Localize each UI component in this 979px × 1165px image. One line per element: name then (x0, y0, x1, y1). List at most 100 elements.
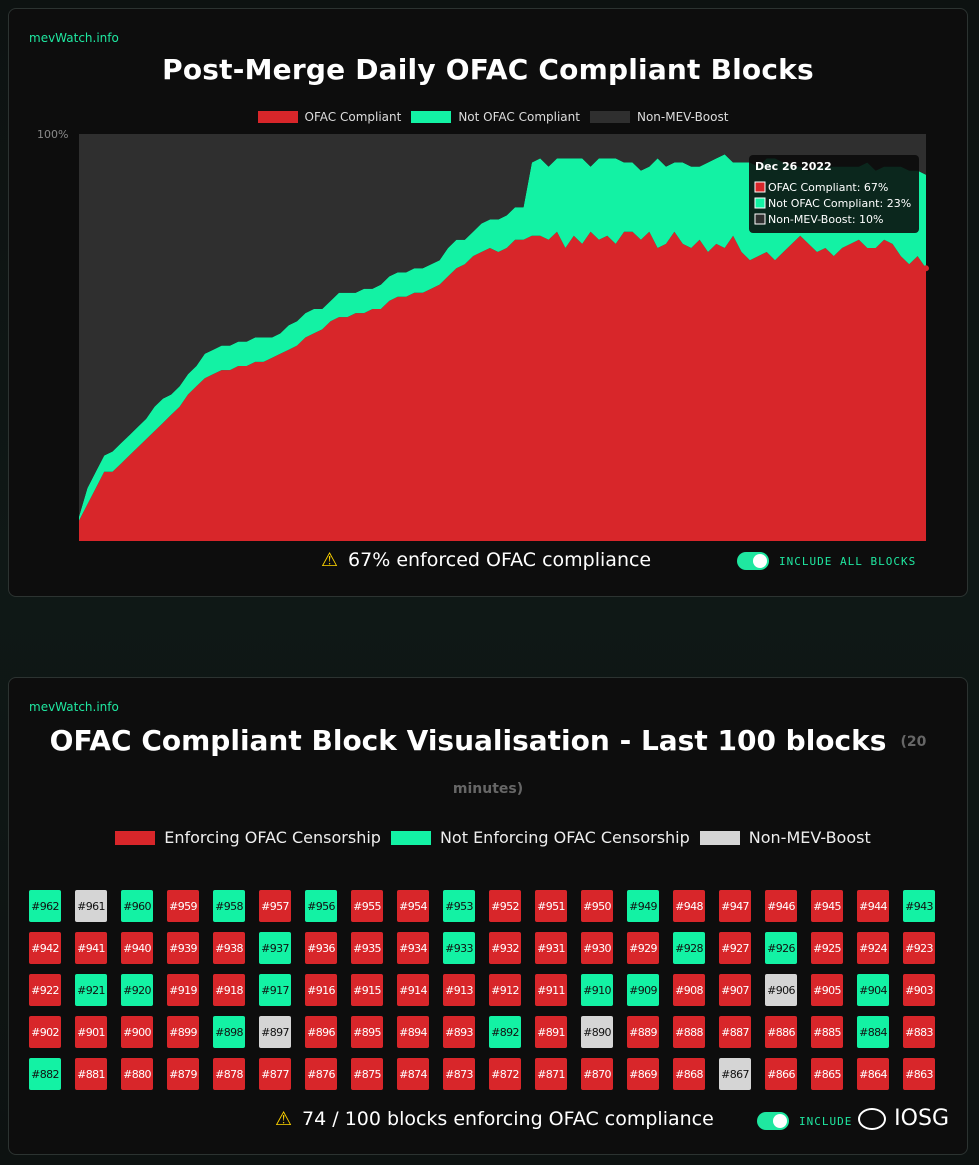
block-tile[interactable]: #921 (75, 974, 107, 1006)
block-tile[interactable]: #879 (167, 1058, 199, 1090)
legend-swatch-non-mev-boost[interactable] (589, 111, 630, 123)
block-tile[interactable]: #886 (765, 1016, 797, 1048)
block-tile[interactable]: #920 (121, 974, 153, 1006)
block-tile[interactable]: #874 (397, 1058, 429, 1090)
block-tile[interactable]: #877 (259, 1058, 291, 1090)
block-tile[interactable]: #876 (305, 1058, 337, 1090)
block-tile[interactable]: #891 (535, 1016, 567, 1048)
block-tile[interactable]: #901 (75, 1016, 107, 1048)
block-tile[interactable]: #875 (351, 1058, 383, 1090)
block-tile[interactable]: #885 (811, 1016, 843, 1048)
block-tile[interactable]: #949 (627, 890, 659, 922)
block-tile[interactable]: #951 (535, 890, 567, 922)
block-tile[interactable]: #864 (857, 1058, 889, 1090)
block-tile[interactable]: #955 (351, 890, 383, 922)
block-tile[interactable]: #907 (719, 974, 751, 1006)
block-tile[interactable]: #952 (489, 890, 521, 922)
block-tile[interactable]: #930 (581, 932, 613, 964)
block-tile[interactable]: #926 (765, 932, 797, 964)
block-tile[interactable]: #868 (673, 1058, 705, 1090)
block-tile[interactable]: #912 (489, 974, 521, 1006)
block-tile[interactable]: #944 (857, 890, 889, 922)
block-tile[interactable]: #946 (765, 890, 797, 922)
block-tile[interactable]: #938 (213, 932, 245, 964)
block-tile[interactable]: #937 (259, 932, 291, 964)
block-tile[interactable]: #904 (857, 974, 889, 1006)
block-tile[interactable]: #908 (673, 974, 705, 1006)
block-tile[interactable]: #932 (489, 932, 521, 964)
block-tile[interactable]: #890 (581, 1016, 613, 1048)
block-tile[interactable]: #916 (305, 974, 337, 1006)
block-tile[interactable]: #961 (75, 890, 107, 922)
block-tile[interactable]: #914 (397, 974, 429, 1006)
block-tile[interactable]: #909 (627, 974, 659, 1006)
block-tile[interactable]: #947 (719, 890, 751, 922)
block-tile[interactable]: #913 (443, 974, 475, 1006)
block-tile[interactable]: #962 (29, 890, 61, 922)
block-tile[interactable]: #929 (627, 932, 659, 964)
block-tile[interactable]: #863 (903, 1058, 935, 1090)
block-tile[interactable]: #882 (29, 1058, 61, 1090)
block-tile[interactable]: #941 (75, 932, 107, 964)
block-tile[interactable]: #919 (167, 974, 199, 1006)
block-tile[interactable]: #925 (811, 932, 843, 964)
legend-label-not-compliant[interactable]: Not OFAC Compliant (458, 110, 580, 124)
block-tile[interactable]: #942 (29, 932, 61, 964)
block-tile[interactable]: #935 (351, 932, 383, 964)
include-blocks-label[interactable]: INCLUDE (799, 1115, 853, 1128)
block-tile[interactable]: #911 (535, 974, 567, 1006)
block-tile[interactable]: #866 (765, 1058, 797, 1090)
legend-swatch-not-compliant[interactable] (411, 111, 452, 123)
block-tile[interactable]: #950 (581, 890, 613, 922)
block-tile[interactable]: #939 (167, 932, 199, 964)
block-tile[interactable]: #960 (121, 890, 153, 922)
block-tile[interactable]: #915 (351, 974, 383, 1006)
block-tile[interactable]: #953 (443, 890, 475, 922)
legend-swatch-compliant[interactable] (257, 111, 298, 123)
block-tile[interactable]: #902 (29, 1016, 61, 1048)
block-tile[interactable]: #894 (397, 1016, 429, 1048)
block-tile[interactable]: #892 (489, 1016, 521, 1048)
include-all-blocks-toggle[interactable] (737, 552, 769, 570)
block-tile[interactable]: #881 (75, 1058, 107, 1090)
block-tile[interactable]: #923 (903, 932, 935, 964)
block-tile[interactable]: #883 (903, 1016, 935, 1048)
block-tile[interactable]: #869 (627, 1058, 659, 1090)
block-tile[interactable]: #893 (443, 1016, 475, 1048)
block-tile[interactable]: #924 (857, 932, 889, 964)
block-tile[interactable]: #903 (903, 974, 935, 1006)
block-tile[interactable]: #895 (351, 1016, 383, 1048)
brand-label[interactable]: mevWatch.info (29, 31, 119, 45)
block-tile[interactable]: #865 (811, 1058, 843, 1090)
block-tile[interactable]: #940 (121, 932, 153, 964)
include-all-blocks-label[interactable]: INCLUDE ALL BLOCKS (779, 555, 917, 568)
block-tile[interactable]: #948 (673, 890, 705, 922)
block-tile[interactable]: #958 (213, 890, 245, 922)
include-blocks-toggle[interactable] (757, 1112, 789, 1130)
block-tile[interactable]: #957 (259, 890, 291, 922)
block-tile[interactable]: #872 (489, 1058, 521, 1090)
block-tile[interactable]: #905 (811, 974, 843, 1006)
block-tile[interactable]: #956 (305, 890, 337, 922)
block-tile[interactable]: #897 (259, 1016, 291, 1048)
brand-label[interactable]: mevWatch.info (29, 700, 119, 714)
block-tile[interactable]: #922 (29, 974, 61, 1006)
block-tile[interactable]: #888 (673, 1016, 705, 1048)
block-tile[interactable]: #878 (213, 1058, 245, 1090)
block-tile[interactable]: #889 (627, 1016, 659, 1048)
block-tile[interactable]: #896 (305, 1016, 337, 1048)
block-tile[interactable]: #880 (121, 1058, 153, 1090)
block-tile[interactable]: #945 (811, 890, 843, 922)
block-tile[interactable]: #959 (167, 890, 199, 922)
block-tile[interactable]: #918 (213, 974, 245, 1006)
block-tile[interactable]: #899 (167, 1016, 199, 1048)
block-tile[interactable]: #954 (397, 890, 429, 922)
block-tile[interactable]: #917 (259, 974, 291, 1006)
block-tile[interactable]: #943 (903, 890, 935, 922)
block-tile[interactable]: #900 (121, 1016, 153, 1048)
legend-label-non-mev-boost[interactable]: Non-MEV-Boost (636, 110, 729, 124)
block-tile[interactable]: #934 (397, 932, 429, 964)
block-tile[interactable]: #870 (581, 1058, 613, 1090)
block-tile[interactable]: #884 (857, 1016, 889, 1048)
block-tile[interactable]: #910 (581, 974, 613, 1006)
